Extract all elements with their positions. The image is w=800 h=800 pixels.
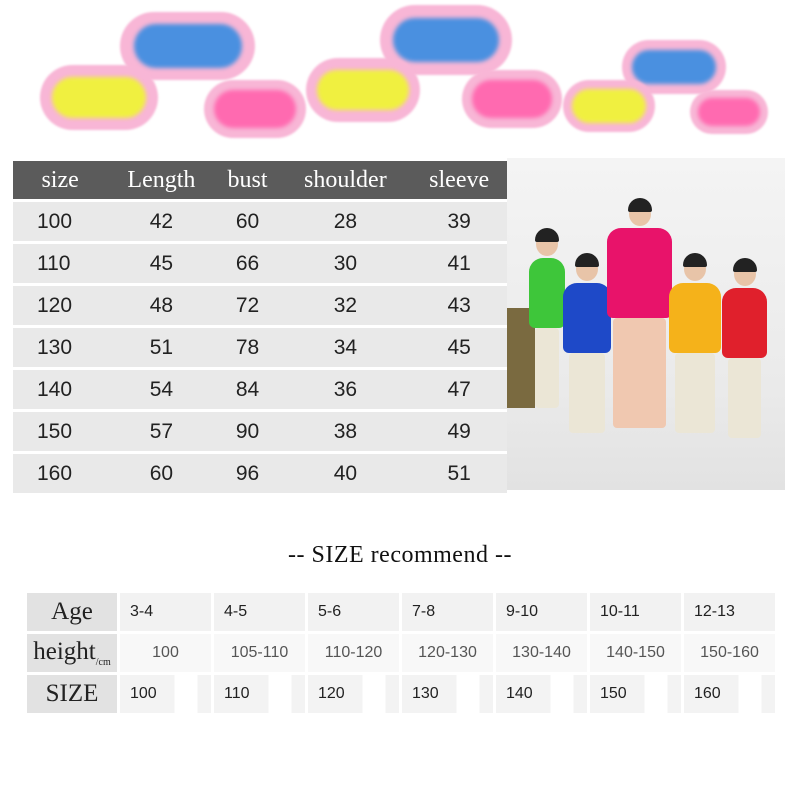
table-cell: 43 [411,286,507,325]
cloud-icon [462,70,562,128]
size-recommend-title: -- SIZE recommend -- [288,542,512,568]
table-cell: 57 [107,412,216,451]
age-cell: 3-4 [120,593,211,631]
table-cell: 100 [13,202,108,241]
height-cell: 110-120 [308,634,399,672]
height-cell: 140-150 [590,634,681,672]
table-cell: 30 [279,244,412,283]
table-cell: 54 [107,370,216,409]
cloud-icon [306,58,420,122]
column-header: shoulder [279,161,412,199]
column-header: size [13,161,108,199]
height-cell: 130-140 [496,634,587,672]
table-cell: 41 [411,244,507,283]
table-row: 140 54 84 36 47 [13,370,507,409]
table-row: 100 42 60 28 39 [13,202,507,241]
table-cell: 49 [411,412,507,451]
age-cell: 7-8 [402,593,493,631]
table-cell: 28 [279,202,412,241]
table-cell: 160 [13,454,108,493]
table-cell: 60 [215,202,280,241]
cloud-icon [563,80,655,132]
product-photo-kids-hoodies [507,158,785,490]
table-cell: 60 [107,454,216,493]
size-cell: 100 [120,675,211,713]
age-cell: 9-10 [496,593,587,631]
size-chart-table: size Length bust shoulder sleeve 100 42 60 28 39… [13,158,507,496]
table-cell: 36 [279,370,412,409]
column-header: sleeve [411,161,507,199]
table-row: 150 57 90 38 49 [13,412,507,451]
size-cell: 130 [402,675,493,713]
height-cell: 100 [120,634,211,672]
table-cell: 51 [107,328,216,367]
table-cell: 78 [215,328,280,367]
size-cell: 160 [684,675,775,713]
cloud-icon [204,80,306,138]
cloud-icon [690,90,768,134]
table-cell: 51 [411,454,507,493]
table-cell: 96 [215,454,280,493]
table-cell: 34 [279,328,412,367]
table-cell: 120 [13,286,108,325]
age-cell: 4-5 [214,593,305,631]
table-cell: 48 [107,286,216,325]
table-cell: 42 [107,202,216,241]
table-cell: 90 [215,412,280,451]
cloud-icon [120,12,255,80]
column-header: Length [107,161,216,199]
table-cell: 47 [411,370,507,409]
table-cell: 39 [411,202,507,241]
height-cell: 105-110 [214,634,305,672]
table-cell: 32 [279,286,412,325]
table-cell: 130 [13,328,108,367]
size-cell: 110 [214,675,305,713]
table-cell: 45 [411,328,507,367]
size-cell: 120 [308,675,399,713]
table-cell: 84 [215,370,280,409]
height-cell: 120-130 [402,634,493,672]
size-cell: 140 [496,675,587,713]
table-row: 130 51 78 34 45 [13,328,507,367]
age-label: Age [27,593,117,631]
table-cell: 140 [13,370,108,409]
size-recommend-table: Age 3-4 4-5 5-6 7-8 9-10 10-11 12-13 height/cm 1… [24,590,778,716]
table-cell: 40 [279,454,412,493]
table-cell: 38 [279,412,412,451]
table-cell: 66 [215,244,280,283]
height-label: height/cm [27,634,117,672]
cloud-icon [40,65,158,130]
age-cell: 10-11 [590,593,681,631]
size-label: SIZE [27,675,117,713]
table-cell: 72 [215,286,280,325]
table-cell: 45 [107,244,216,283]
table-cell: 110 [13,244,108,283]
size-cell: 150 [590,675,681,713]
column-header: bust [215,161,280,199]
table-row: 110 45 66 30 41 [13,244,507,283]
table-cell: 150 [13,412,108,451]
table-row: 160 60 96 40 51 [13,454,507,493]
age-cell: 5-6 [308,593,399,631]
age-cell: 12-13 [684,593,775,631]
height-cell: 150-160 [684,634,775,672]
table-row: 120 48 72 32 43 [13,286,507,325]
